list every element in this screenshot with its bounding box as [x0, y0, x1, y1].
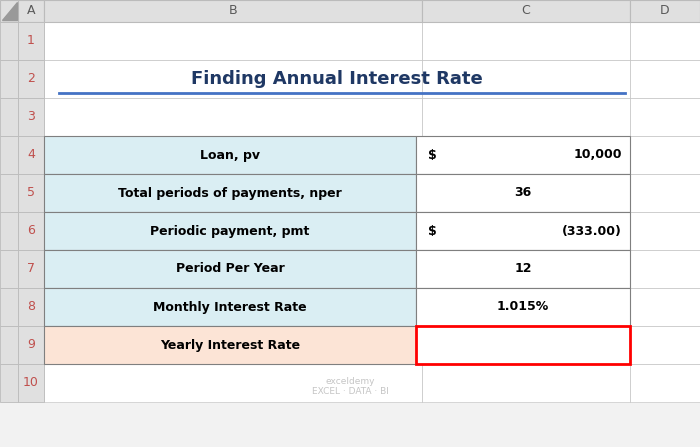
- Bar: [18, 364, 44, 402]
- Text: 8: 8: [27, 300, 35, 313]
- Bar: [416, 212, 630, 250]
- Text: Period Per Year: Period Per Year: [176, 262, 284, 275]
- Text: C: C: [522, 4, 531, 17]
- Bar: [0, 212, 18, 250]
- Bar: [0, 288, 18, 326]
- Bar: [0, 60, 18, 98]
- Bar: [44, 136, 422, 174]
- Text: D: D: [660, 4, 670, 17]
- Bar: [630, 60, 700, 98]
- Text: 10,000: 10,000: [573, 148, 622, 161]
- Bar: [422, 212, 630, 250]
- Bar: [44, 0, 422, 22]
- Text: A: A: [27, 4, 35, 17]
- Text: 7: 7: [27, 262, 35, 275]
- Bar: [630, 136, 700, 174]
- Text: B: B: [229, 4, 237, 17]
- Bar: [422, 0, 630, 22]
- Bar: [422, 22, 630, 60]
- Bar: [630, 0, 700, 22]
- Bar: [44, 60, 422, 98]
- Text: 10: 10: [23, 376, 39, 389]
- Text: 3: 3: [27, 110, 35, 123]
- Text: (333.00): (333.00): [562, 224, 622, 237]
- Bar: [44, 212, 416, 250]
- Text: $: $: [428, 224, 437, 237]
- Bar: [630, 22, 700, 60]
- Bar: [630, 250, 700, 288]
- Text: 4: 4: [27, 148, 35, 161]
- Bar: [422, 326, 630, 364]
- Bar: [0, 364, 18, 402]
- Bar: [44, 250, 416, 288]
- Bar: [630, 288, 700, 326]
- Text: Loan, pv: Loan, pv: [200, 148, 260, 161]
- Bar: [44, 98, 422, 136]
- Bar: [422, 60, 630, 98]
- Bar: [0, 0, 18, 22]
- Bar: [44, 288, 416, 326]
- Bar: [44, 174, 422, 212]
- Bar: [44, 22, 422, 60]
- Bar: [422, 174, 630, 212]
- Bar: [630, 364, 700, 402]
- Bar: [44, 250, 422, 288]
- Text: 1.015%: 1.015%: [497, 300, 550, 313]
- Bar: [18, 22, 44, 60]
- Text: 1: 1: [27, 34, 35, 47]
- Bar: [422, 136, 630, 174]
- Bar: [0, 174, 18, 212]
- Bar: [0, 22, 18, 60]
- Bar: [422, 250, 630, 288]
- Bar: [44, 364, 422, 402]
- Bar: [0, 326, 18, 364]
- Text: 2: 2: [27, 72, 35, 85]
- Bar: [416, 174, 630, 212]
- Bar: [44, 136, 416, 174]
- Bar: [0, 136, 18, 174]
- Text: 6: 6: [27, 224, 35, 237]
- Bar: [44, 326, 416, 364]
- Bar: [18, 98, 44, 136]
- Bar: [422, 98, 630, 136]
- Bar: [422, 288, 630, 326]
- Bar: [630, 98, 700, 136]
- Text: 36: 36: [514, 186, 532, 199]
- Bar: [630, 174, 700, 212]
- Text: 9: 9: [27, 338, 35, 351]
- Bar: [416, 288, 630, 326]
- Bar: [44, 212, 422, 250]
- Bar: [18, 174, 44, 212]
- Text: $: $: [428, 148, 437, 161]
- Text: Finding Annual Interest Rate: Finding Annual Interest Rate: [191, 70, 483, 88]
- Bar: [44, 288, 422, 326]
- Bar: [630, 212, 700, 250]
- Bar: [0, 250, 18, 288]
- Text: 5: 5: [27, 186, 35, 199]
- Text: Yearly Interest Rate: Yearly Interest Rate: [160, 338, 300, 351]
- Bar: [416, 326, 630, 364]
- Bar: [18, 212, 44, 250]
- Bar: [422, 364, 630, 402]
- Polygon shape: [2, 2, 17, 20]
- Bar: [44, 326, 422, 364]
- Bar: [44, 174, 416, 212]
- Bar: [416, 250, 630, 288]
- Bar: [18, 60, 44, 98]
- Bar: [18, 136, 44, 174]
- Bar: [18, 250, 44, 288]
- Text: Monthly Interest Rate: Monthly Interest Rate: [153, 300, 307, 313]
- Text: Total periods of payments, nper: Total periods of payments, nper: [118, 186, 342, 199]
- Bar: [0, 98, 18, 136]
- Text: 12: 12: [514, 262, 532, 275]
- Bar: [18, 326, 44, 364]
- Bar: [18, 0, 44, 22]
- Bar: [18, 288, 44, 326]
- Bar: [630, 326, 700, 364]
- Text: exceldemy
EXCEL · DATA · BI: exceldemy EXCEL · DATA · BI: [312, 377, 388, 396]
- Bar: [416, 136, 630, 174]
- Text: Periodic payment, pmt: Periodic payment, pmt: [150, 224, 309, 237]
